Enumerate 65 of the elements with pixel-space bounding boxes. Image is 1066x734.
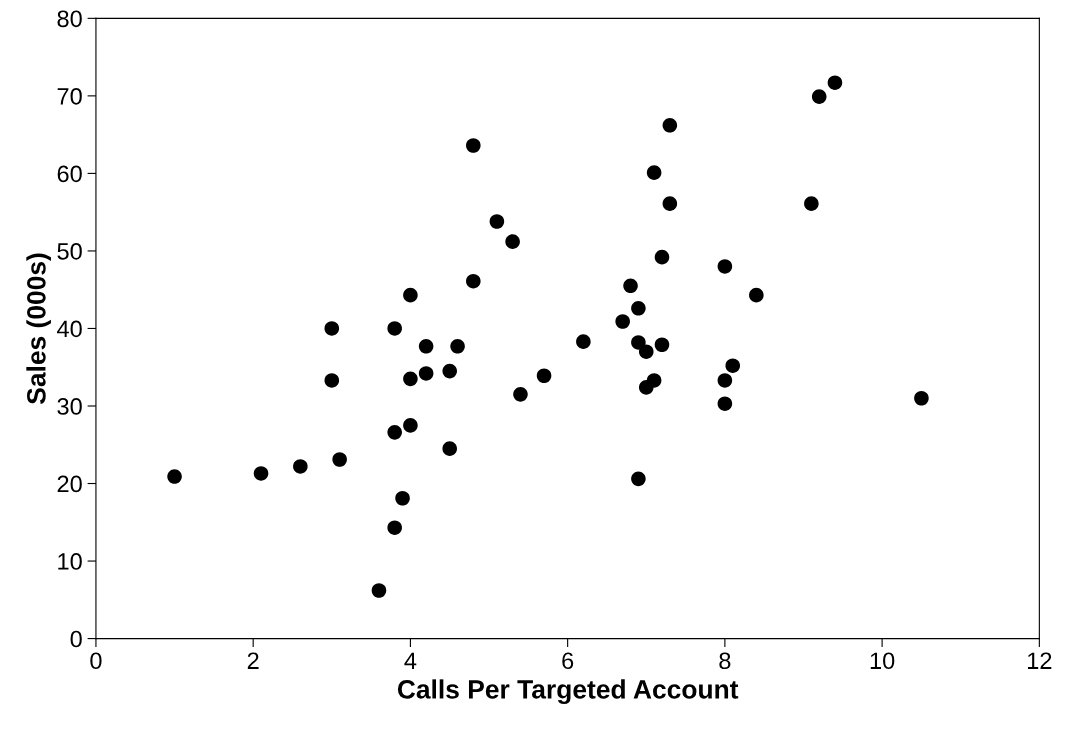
y-axis-title: Sales (000s) [26,253,51,404]
point [450,339,465,354]
y-tick-label: 30 [57,398,82,415]
point [442,441,457,456]
y-tick-label: 80 [57,10,82,28]
point [631,471,646,487]
point [387,425,402,440]
point [403,371,418,387]
point [811,89,827,104]
y-tick-label: 40 [57,320,82,338]
point [253,466,269,481]
x-tick-label: 2 [247,652,259,669]
point [324,373,340,388]
point [293,459,308,474]
y-tick-label: 20 [57,475,82,493]
point [403,287,418,303]
y-tick-label: 50 [57,243,82,260]
point [324,321,340,336]
x-tick-label: 6 [562,652,574,670]
point [638,344,654,360]
point [725,358,741,373]
point [505,234,520,249]
point [654,337,670,353]
point [654,249,670,265]
point [466,273,481,289]
point [489,214,505,229]
point [395,490,410,506]
point [536,368,552,384]
point [576,334,591,349]
point [827,75,843,90]
point [717,396,733,411]
point [466,138,481,153]
y-tick-label: 70 [57,87,82,105]
y-tick-label: 0 [70,630,82,648]
point [914,390,929,406]
point [623,278,638,294]
point [717,373,733,388]
x-tick-label: 0 [90,652,102,670]
point [662,118,678,133]
point [631,335,646,350]
point [513,387,528,402]
point [418,366,434,381]
point [167,469,182,484]
point [804,196,819,211]
x-tick-label: 10 [870,652,895,670]
point [371,583,387,598]
y-tick-label: 10 [58,553,82,570]
x-tick-label: 8 [719,652,731,670]
x-axis-title: Calls Per Targeted Account [397,679,739,705]
point [646,373,662,388]
point [631,301,646,316]
point [717,259,733,274]
x-tick-label: 4 [404,652,417,669]
point [403,418,418,433]
point [442,363,457,379]
point [749,287,764,303]
point [387,321,402,336]
point [332,452,347,467]
y-tick-label: 60 [57,165,82,183]
point [615,314,630,329]
point [387,520,402,535]
point [646,165,662,180]
point [662,196,678,211]
x-tick-label: 12 [1028,652,1052,669]
point [418,339,434,354]
